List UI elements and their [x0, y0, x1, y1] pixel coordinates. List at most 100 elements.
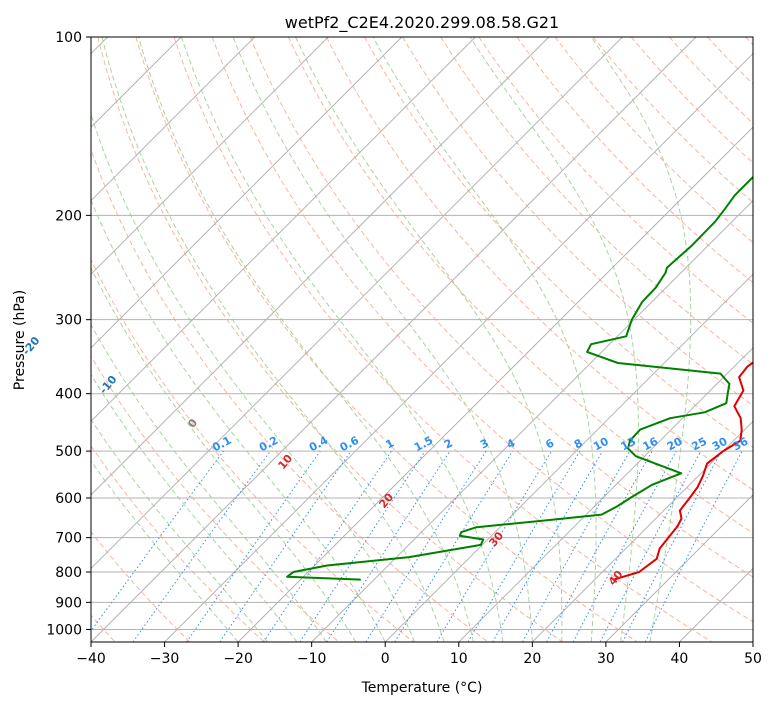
y-tick-label: 500: [55, 444, 82, 460]
mixing-ratio-label: 30: [710, 435, 730, 454]
mixing-ratio-line: [546, 450, 653, 642]
dry-adiabat-line: [516, 37, 753, 284]
mixing-ratio-label: 3: [478, 436, 491, 451]
x-axis: −40 −30 −20 −10 0 10 20 30 40 50: [76, 642, 762, 667]
isotherm-line: [679, 567, 753, 642]
dry-adiabat-line: [287, 37, 753, 534]
x-axis-label: Temperature (°C): [361, 680, 483, 696]
y-tick-label: 300: [55, 313, 82, 329]
isotherm-line: [605, 494, 753, 642]
dry-adiabat-line: [97, 37, 563, 642]
mixing-ratio-line: [263, 450, 392, 642]
dry-adiabat-line: [364, 37, 753, 449]
mixing-ratio-line: [186, 450, 321, 642]
mixing-ratio-label: 6: [543, 436, 556, 451]
x-tick-label: 30: [597, 651, 615, 667]
mixing-ratio-label: 16: [641, 435, 661, 454]
mixing-ratio-label: 13: [619, 435, 639, 454]
mixing-ratio-line: [572, 450, 677, 642]
y-tick-label: 400: [55, 387, 82, 403]
moist-adiabat-line: [91, 418, 268, 642]
dry-adiabat-line: [440, 37, 753, 365]
mixing-ratio-line: [599, 450, 702, 642]
dry-adiabat-label: 0: [185, 416, 200, 430]
dry-adiabat-line: [211, 37, 753, 623]
moist-adiabat-line: [91, 112, 416, 642]
x-tick-label: −40: [76, 651, 106, 667]
moist-adiabat-line: [590, 37, 692, 642]
x-tick-label: 40: [671, 651, 689, 667]
dry-adiabat-label: -10: [97, 373, 120, 397]
isotherm-line: [531, 420, 753, 642]
x-tick-label: 10: [450, 651, 468, 667]
moist-adiabat-line: [91, 199, 386, 642]
mixing-ratio-label: 25: [689, 435, 709, 454]
y-axis: 100 200 300 400 500 600 700 800 900 1000: [46, 30, 91, 638]
isotherm-line: [164, 52, 753, 642]
x-tick-label: −30: [150, 651, 180, 667]
profile-line: [613, 361, 753, 581]
moist-adiabat-line: [372, 37, 597, 642]
isotherm-line: [91, 37, 550, 496]
profile-line: [286, 175, 753, 581]
y-tick-label: 900: [55, 595, 82, 611]
dry-adiabat-line: [669, 37, 753, 125]
isopleth-label-layer: 0.10.20.40.611.52346810131620253036-100-…: [20, 334, 751, 588]
moist-adiabat-line: [181, 37, 504, 642]
mixing-ratio-line: [467, 450, 581, 642]
dry-adiabat-label: 30: [486, 529, 506, 549]
y-tick-label: 800: [55, 565, 82, 581]
dry-adiabat-line: [91, 355, 340, 642]
mixing-ratio-label: 36: [731, 435, 751, 454]
plot-frame: [90, 36, 754, 643]
moist-adiabat-line: [232, 37, 533, 642]
dry-adiabat-line: [135, 37, 638, 642]
x-tick-label: 50: [744, 651, 762, 667]
isotherm-line: [91, 37, 623, 570]
moist-adiabat-line: [469, 37, 639, 642]
y-tick-label: 100: [55, 30, 82, 46]
y-axis-label: Pressure (hPa): [12, 290, 28, 390]
isotherm-line: [237, 126, 753, 642]
isotherm-line: [91, 37, 256, 202]
dry-adiabat-line: [173, 37, 713, 642]
dry-adiabat-line: [745, 37, 753, 46]
mixing-ratio-line: [394, 450, 514, 642]
isotherm-line: [91, 37, 697, 642]
dry-adiabat-line: [592, 37, 753, 204]
chart-title: wetPf2_C2E4.2020.299.08.58.G21: [285, 13, 559, 33]
dry-adiabat-line: [91, 258, 414, 642]
dry-adiabat-label: 40: [606, 568, 626, 588]
dry-adiabat-line: [91, 445, 265, 642]
isotherm-line: [458, 347, 753, 642]
isotherm-line: [384, 273, 753, 642]
isotherm-line: [91, 37, 403, 349]
mixing-ratio-line: [219, 450, 352, 642]
isotherm-line: [91, 37, 476, 423]
moist-adiabat-line: [91, 460, 239, 642]
y-tick-label: 700: [55, 531, 82, 547]
dry-adiabat-line: [326, 37, 753, 491]
mixing-ratio-line: [522, 450, 631, 642]
x-tick-label: −20: [223, 651, 253, 667]
mixing-ratio-label: 4: [505, 436, 518, 451]
dry-adiabat-line: [554, 37, 753, 244]
isotherm-line: [311, 199, 753, 642]
dry-adiabat-line: [91, 148, 489, 642]
x-tick-label: 20: [523, 651, 541, 667]
dry-adiabat-line: [249, 37, 753, 578]
moist-adiabat-line: [91, 373, 298, 642]
y-tick-label: 600: [55, 491, 82, 507]
y-tick-label: 200: [55, 208, 82, 224]
mixing-ratio-label: 10: [591, 435, 611, 454]
x-tick-label: −10: [297, 651, 327, 667]
moist-adiabat-line: [101, 37, 445, 642]
moist-adiabat-line: [91, 266, 357, 642]
moist-adiabat-line: [295, 37, 563, 642]
isotherm-line: [752, 641, 753, 642]
mixing-ratio-line: [91, 450, 224, 632]
dry-adiabat-line: [402, 37, 753, 407]
dry-adiabat-line: [478, 37, 753, 324]
moist-adiabat-line: [91, 323, 327, 642]
